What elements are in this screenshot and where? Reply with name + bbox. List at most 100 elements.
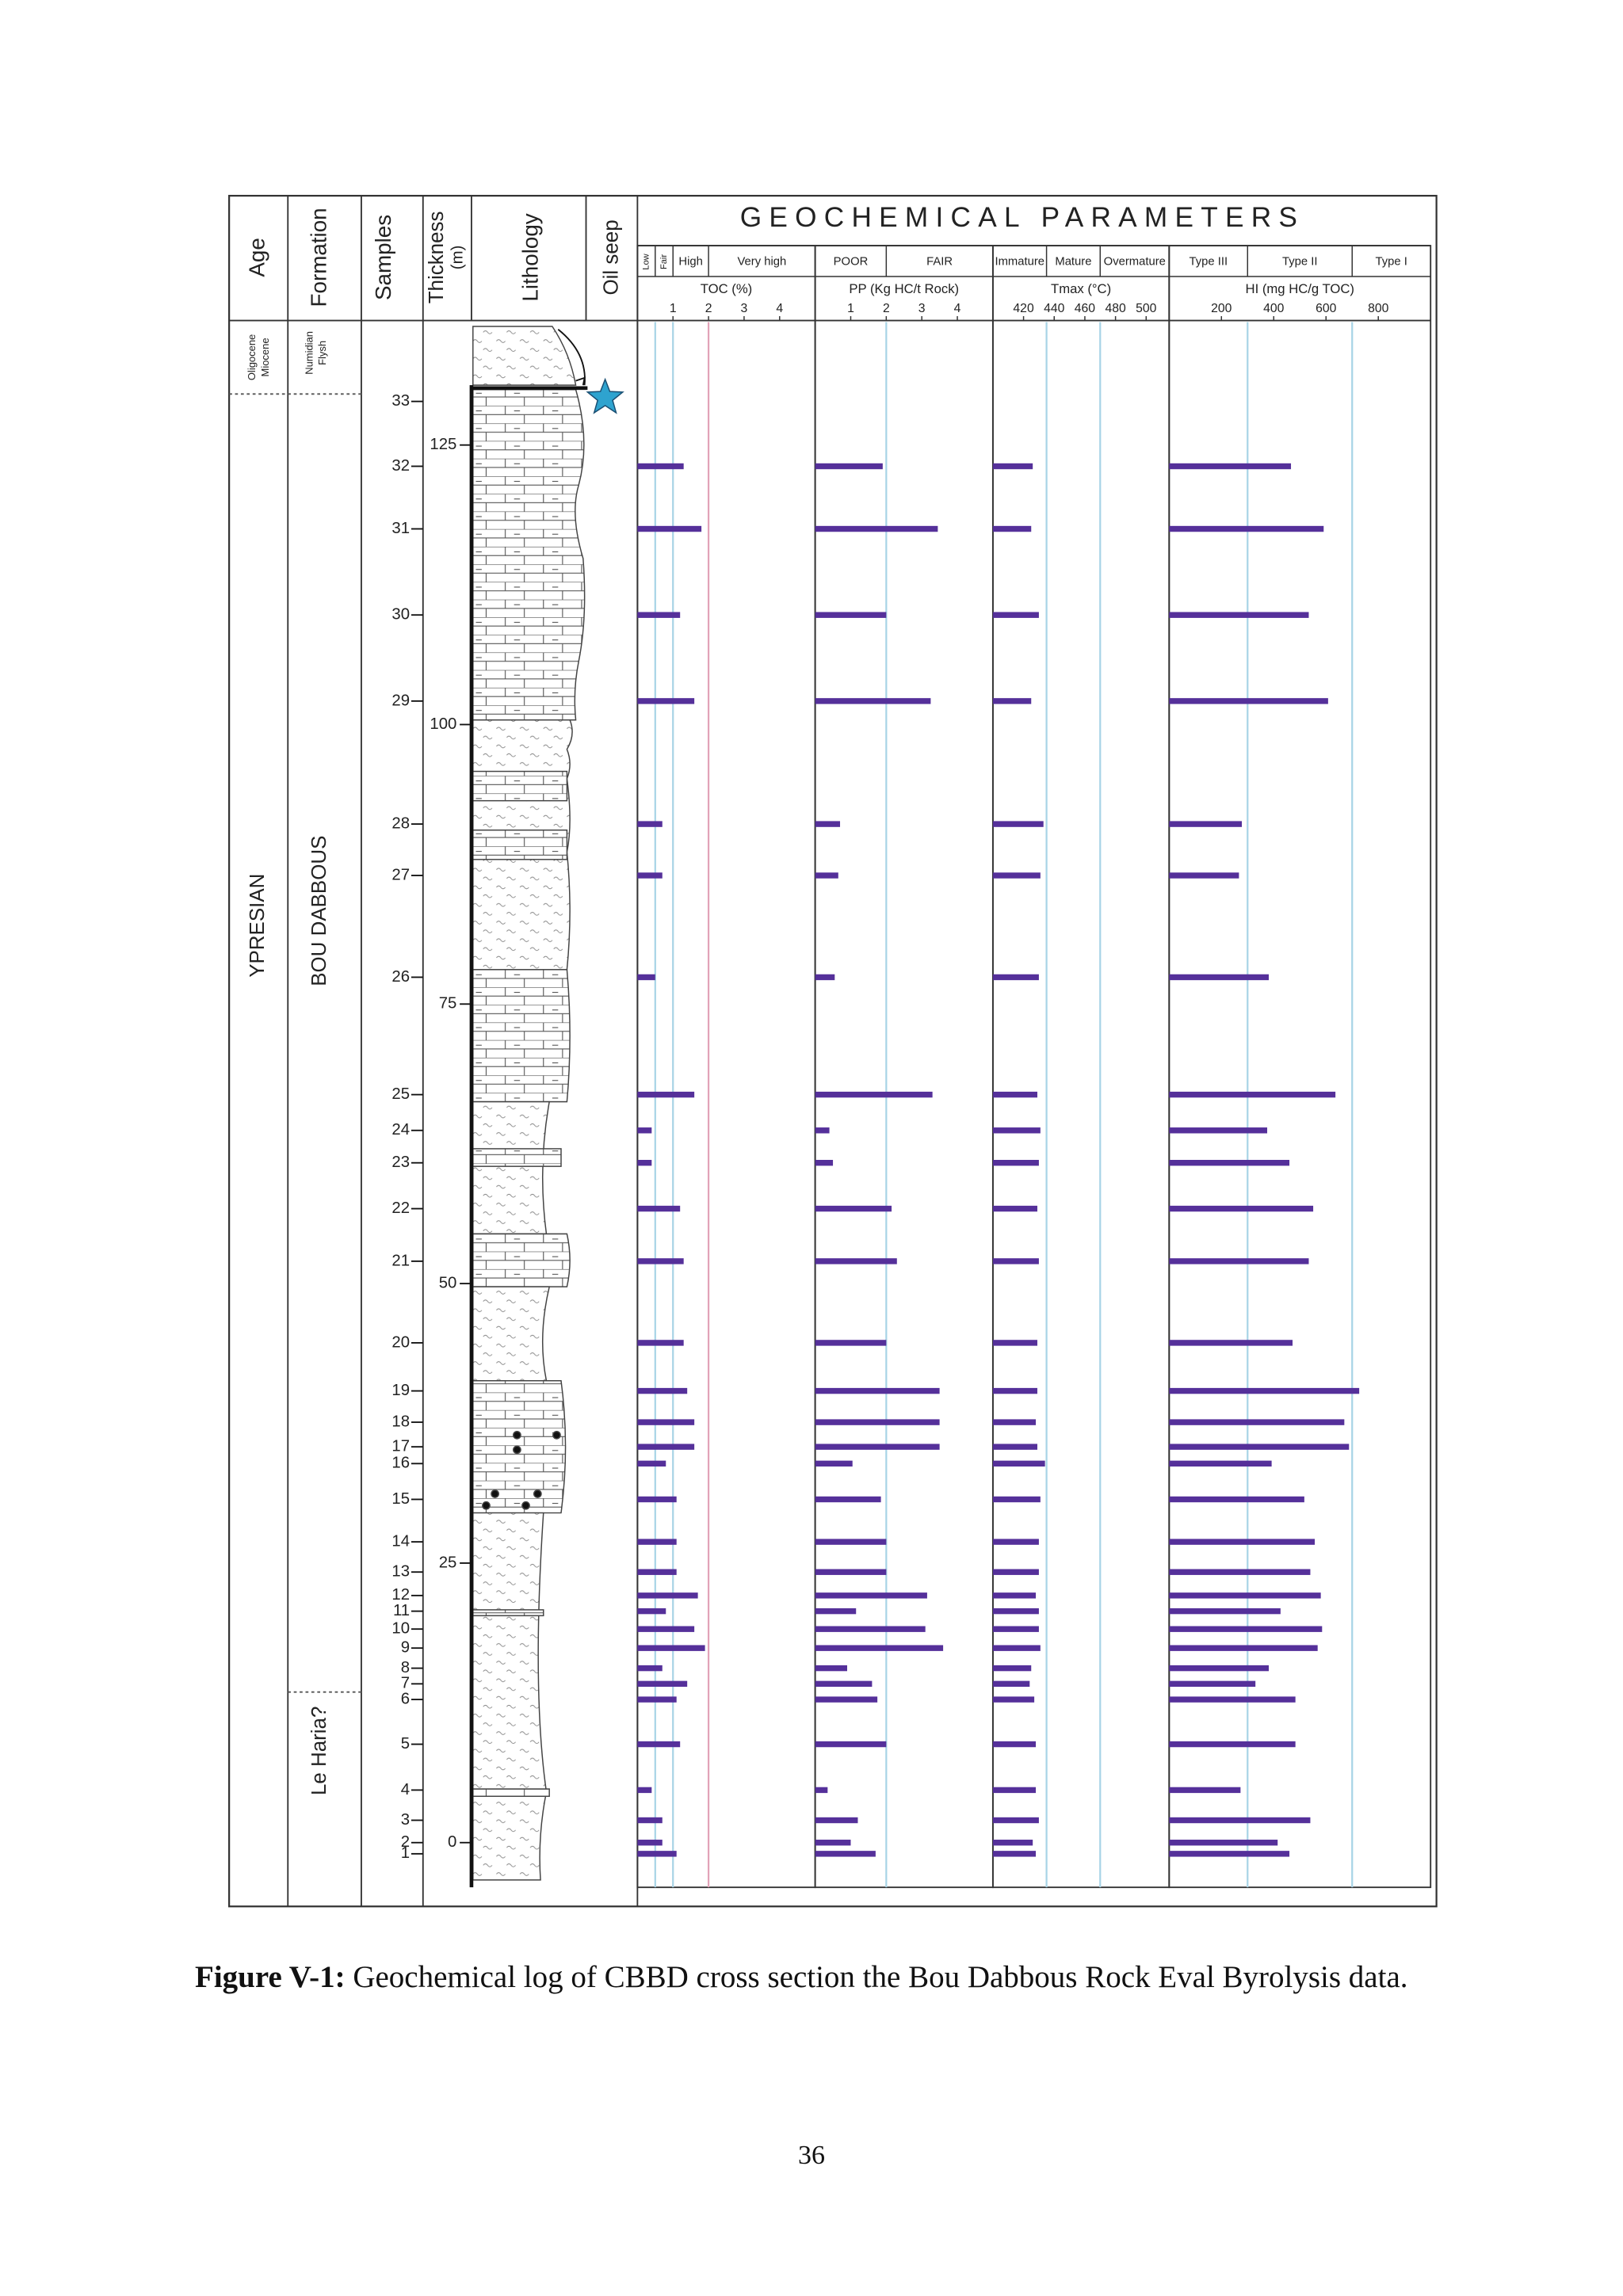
frame [228, 194, 1438, 1908]
bar [815, 1496, 881, 1503]
x-tick-label: 3 [741, 302, 748, 315]
formation-label: Flysh [316, 341, 328, 365]
sample-label: 9 [401, 1639, 410, 1657]
bar [1169, 1608, 1281, 1615]
bar [992, 1460, 1045, 1467]
sample-label: 22 [391, 1199, 410, 1217]
bar [815, 1696, 878, 1703]
bar [637, 1851, 677, 1857]
bar [637, 1091, 695, 1098]
bar [992, 1340, 1037, 1346]
bar [1169, 463, 1292, 470]
bar [1169, 1787, 1241, 1794]
bar [992, 1539, 1039, 1545]
nodule [513, 1445, 521, 1455]
age-label: YPRESIAN [246, 874, 269, 978]
bar [815, 1539, 887, 1545]
bar [637, 1645, 705, 1651]
bar [992, 1645, 1041, 1651]
bar [1169, 974, 1269, 981]
bar [815, 1387, 940, 1394]
bar [637, 1741, 681, 1748]
fault-arrow [575, 376, 586, 386]
x-tick-label: 600 [1316, 302, 1337, 315]
bar [637, 1444, 695, 1450]
bar [637, 525, 702, 532]
bar [815, 698, 931, 704]
bar [1169, 1840, 1278, 1846]
bar [992, 1626, 1039, 1632]
bar [815, 525, 938, 532]
sample-label: 16 [391, 1455, 410, 1472]
bar [815, 821, 841, 827]
nodule [533, 1489, 542, 1498]
bar [815, 872, 838, 879]
bar [815, 1645, 944, 1651]
bar [637, 974, 655, 981]
bar [815, 1340, 887, 1346]
thickness-unit: (m) [449, 246, 467, 270]
bar [1169, 612, 1309, 618]
sample-label: 6 [401, 1690, 410, 1707]
bar [1169, 1444, 1350, 1450]
bar [992, 1741, 1037, 1748]
formation-label: Le Haria? [308, 1707, 330, 1795]
bar [1169, 1091, 1336, 1098]
bar [815, 1840, 851, 1846]
bar [1169, 1127, 1268, 1134]
samples-header: Samples [371, 215, 395, 300]
bar [815, 1569, 887, 1575]
bar [1169, 1205, 1314, 1212]
panel-axis-label: TOC (%) [701, 281, 752, 296]
panel-frame [636, 245, 816, 1889]
bar [637, 1817, 663, 1824]
bar [992, 463, 1033, 470]
bar [815, 463, 883, 470]
class-label: Low [642, 253, 651, 269]
bar [992, 1696, 1035, 1703]
x-tick-label: 1 [847, 302, 854, 315]
limestone-bed [472, 770, 568, 802]
bar [637, 1160, 652, 1166]
class-label: Mature [1055, 255, 1091, 268]
lithology-column [472, 326, 586, 1881]
panel-axis-label: HI (mg HC/g TOC) [1246, 281, 1354, 296]
class-label: Very high [737, 255, 786, 268]
panel-axis-label: PP (Kg HC/t Rock) [849, 281, 959, 296]
nodule [521, 1501, 530, 1510]
bar [992, 1160, 1039, 1166]
marl-bed [472, 1100, 551, 1235]
marl-bed [472, 326, 577, 386]
x-tick-label: 500 [1136, 302, 1157, 315]
bar [815, 974, 835, 981]
limestone-bed [472, 388, 586, 721]
bar [637, 1569, 677, 1575]
class-label: Fair [659, 254, 669, 269]
sample-label: 15 [391, 1490, 410, 1508]
bar [815, 1851, 876, 1857]
bar [992, 974, 1039, 981]
bar [992, 1665, 1032, 1672]
bar [1169, 1160, 1290, 1166]
nodule [552, 1430, 561, 1440]
caption-label: Figure V-1: [195, 1960, 346, 1994]
x-tick-label: 200 [1211, 302, 1232, 315]
bar [815, 1205, 892, 1212]
sample-label: 30 [391, 606, 410, 624]
x-tick-label: 4 [776, 302, 783, 315]
bar [637, 1665, 663, 1672]
sample-label: 12 [391, 1586, 410, 1604]
bar [992, 1569, 1039, 1575]
bar [1169, 1539, 1316, 1545]
bar [637, 1460, 666, 1467]
sample-label: 21 [391, 1252, 410, 1269]
class-label: High [678, 255, 702, 268]
sample-label: 18 [391, 1413, 410, 1431]
nodule [482, 1501, 491, 1510]
bar [1169, 525, 1324, 532]
class-label: Overmature [1104, 255, 1166, 268]
thickness-header: Thickness [426, 212, 448, 304]
bar [992, 612, 1039, 618]
